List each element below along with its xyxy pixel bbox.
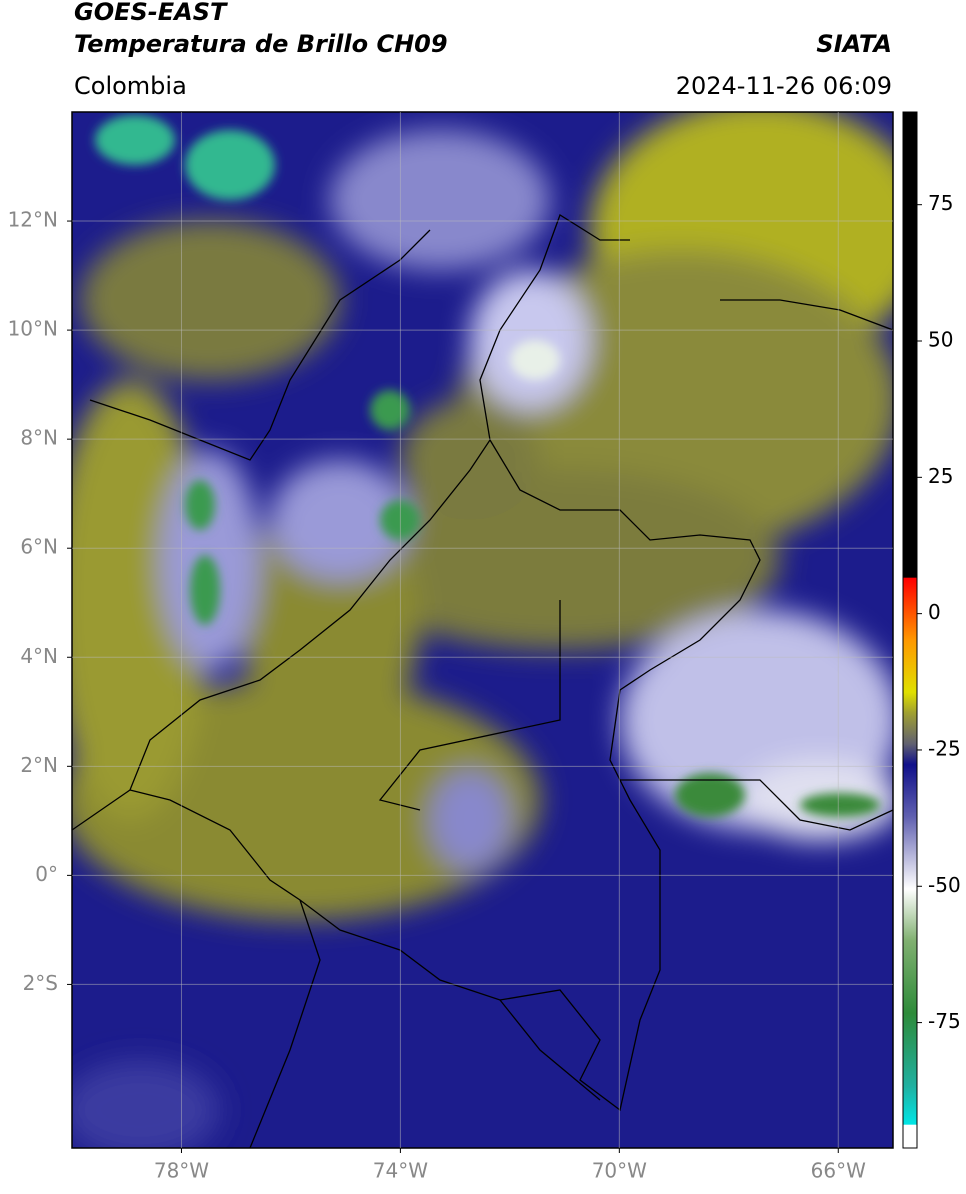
colorbar-tick-label: 50 [928,328,953,352]
x-tick-label: 70°W [592,1159,647,1183]
map-frame [71,111,894,1149]
title: GOES-EAST [74,0,228,26]
colorbar-tick-label: -75 [928,1009,961,1033]
region: Colombia [74,72,187,100]
y-tick-label: 2°N [20,753,58,777]
colorbar [902,111,918,1149]
y-tick-label: 12°N [8,208,58,232]
borders [72,214,893,1148]
timestamp: 2024-11-26 06:09 [676,72,892,100]
y-tick-label: 4°N [20,644,58,668]
subtitle: Temperatura de Brillo CH09 [74,30,448,58]
x-tick-label: 78°W [154,1159,209,1183]
x-tick-label: 74°W [373,1159,428,1183]
y-tick-label: 0° [35,862,58,886]
colorbar-tick-label: 75 [928,191,953,215]
colorbar-tick-label: -25 [928,736,961,760]
colorbar-tick-label: -50 [928,873,961,897]
satellite-image [72,112,893,1148]
x-tick-label: 66°W [811,1159,866,1183]
colorbar-tick-label: 0 [928,600,941,624]
y-tick-label: 6°N [20,535,58,559]
colorbar-tick-label: 25 [928,464,953,488]
y-tick-label: 2°S [23,971,58,995]
y-tick-label: 8°N [20,426,58,450]
source: SIATA [816,30,892,58]
y-tick-label: 10°N [8,317,58,341]
